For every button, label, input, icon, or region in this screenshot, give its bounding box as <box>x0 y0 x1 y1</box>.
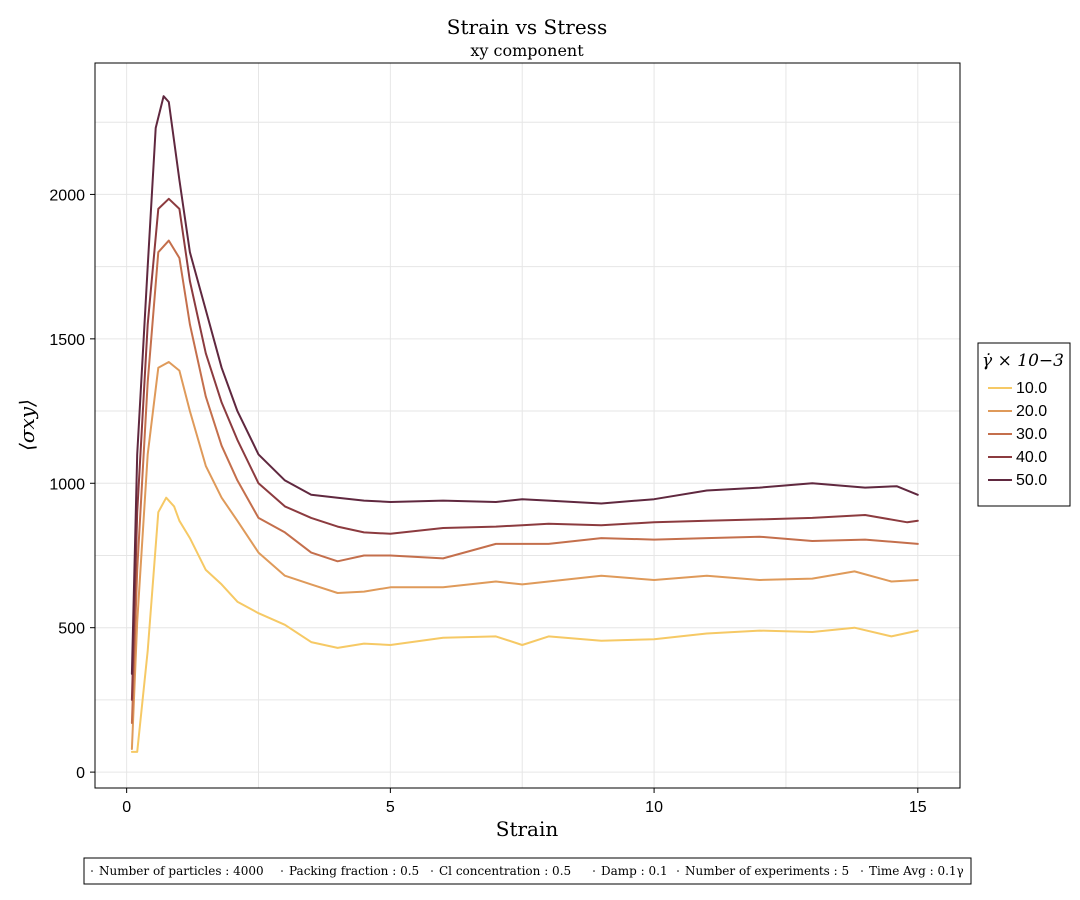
x-tick-label: 5 <box>386 799 395 816</box>
parameter-item: Number of experiments : 5 <box>685 864 849 878</box>
legend: γ̇ × 10−3 10.0 20.0 30.0 40.0 50.0 <box>977 342 1071 507</box>
legend-frame <box>977 342 1071 507</box>
series-line-40.0 <box>130 197 919 701</box>
parameter-item: Packing fraction : 0.5 <box>289 864 419 878</box>
series-line-20.0 <box>130 361 919 750</box>
y-tick-label: 1000 <box>49 476 85 493</box>
series-line-30.0 <box>130 239 919 724</box>
param-marker <box>677 870 679 872</box>
parameter-item: Damp : 0.1 <box>601 864 668 878</box>
x-tick-label: 0 <box>122 799 131 816</box>
param-marker <box>431 870 433 872</box>
y-tick-label: 1500 <box>49 332 85 349</box>
parameter-item: Time Avg : 0.1γ <box>869 864 964 878</box>
x-tick-label: 15 <box>909 799 927 816</box>
x-tick-label: 10 <box>645 799 663 816</box>
x-axis-label: Strain <box>496 817 559 841</box>
plot-area: 0 5 10 15 0 500 1000 1500 2000 <box>49 62 961 816</box>
param-marker <box>861 870 863 872</box>
plot-frame <box>94 62 961 789</box>
y-tick-label: 2000 <box>49 187 85 204</box>
parameters-box: Number of particles : 4000 Packing fracti… <box>83 857 972 885</box>
legend-entry: 30.0 <box>1016 426 1047 443</box>
y-tick-label: 0 <box>76 765 85 782</box>
y-axis-ticks: 0 500 1000 1500 2000 <box>49 187 95 782</box>
legend-entry: 10.0 <box>1016 380 1047 397</box>
parameter-item: Number of particles : 4000 <box>99 864 264 878</box>
chart-subtitle: xy component <box>470 41 584 60</box>
param-marker <box>281 870 283 872</box>
parameter-item: Cl concentration : 0.5 <box>439 864 571 878</box>
chart-title: Strain vs Stress <box>447 15 607 39</box>
x-axis-ticks: 0 5 10 15 <box>122 788 927 816</box>
y-tick-label: 500 <box>58 621 85 638</box>
y-axis-label: ⟨σxy⟩ <box>15 399 39 451</box>
parameters-frame <box>83 857 972 885</box>
series-line-10.0 <box>130 496 919 753</box>
series-lines <box>130 95 919 753</box>
param-marker <box>593 870 595 872</box>
legend-entry: 40.0 <box>1016 449 1047 466</box>
series-line-50.0 <box>130 95 919 675</box>
legend-title: γ̇ × 10−3 <box>982 351 1064 371</box>
gridlines <box>95 63 960 788</box>
legend-entry: 50.0 <box>1016 472 1047 489</box>
param-marker <box>91 870 93 872</box>
legend-entry: 20.0 <box>1016 403 1047 420</box>
